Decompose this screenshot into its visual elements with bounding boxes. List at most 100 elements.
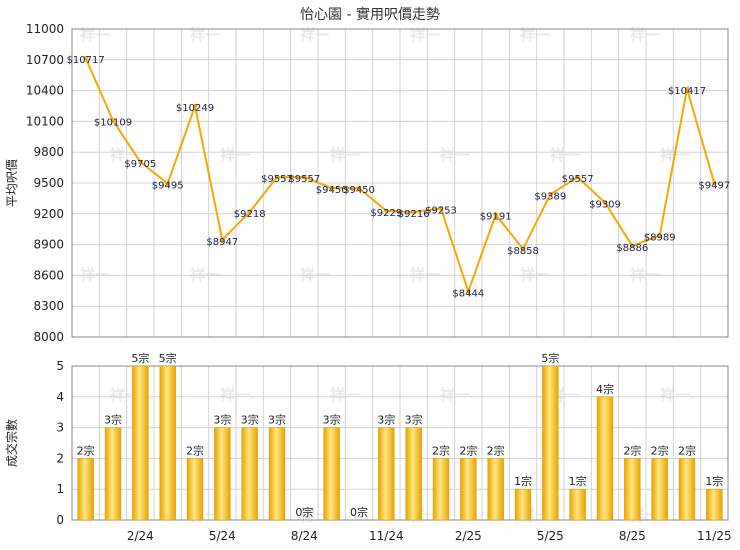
price-data-label: $9389 [534, 191, 566, 202]
count-bar-label: 2宗 [487, 443, 505, 457]
count-bar-label: 2宗 [77, 443, 95, 457]
count-bar [596, 396, 614, 521]
watermark-text: 祥一 [660, 386, 690, 404]
count-bar [487, 458, 504, 521]
count-bar [678, 458, 696, 521]
count-bar-label: 1宗 [569, 474, 587, 488]
count-bar [460, 458, 477, 521]
price-data-label: $9497 [698, 180, 730, 191]
count-bar-label: 2宗 [432, 443, 450, 457]
count-bar [651, 458, 668, 521]
count-bar-label: 3宗 [241, 413, 259, 427]
price-point [302, 174, 307, 180]
count-bar [186, 458, 204, 521]
price-data-label: $9309 [589, 200, 621, 211]
x-tick-label: 8/25 [619, 529, 646, 543]
count-y-tick-label: 1 [56, 482, 64, 496]
watermark-text: 祥一 [220, 386, 250, 404]
x-tick-label: 8/24 [291, 529, 318, 543]
x-tick-label: 5/24 [209, 529, 236, 543]
line-series: $10717 $10109 $9705 $9495 $10249 $8947 $9218 $9… [67, 55, 731, 299]
price-y-tick-label: 10700 [26, 53, 64, 67]
watermark-text: 祥一 [410, 26, 440, 44]
price-data-label: $10717 [67, 55, 105, 66]
watermark-text: 祥一 [190, 26, 220, 44]
price-data-label: $9557 [261, 174, 293, 185]
price-y-axis-label: 平均呎價 [5, 159, 19, 207]
x-tick-label: 11/24 [369, 529, 404, 543]
count-bar-label: 3宗 [104, 413, 122, 427]
watermark-text: 祥一 [300, 26, 330, 44]
count-bar-label: 1宗 [514, 474, 532, 488]
price-point [657, 233, 662, 238]
bar-series: 2宗 3宗 5宗 5宗 2宗 3宗 3宗 3宗 0宗 3宗 0宗 3宗 3宗 2宗 2宗 2宗 1宗 5宗 1宗 4宗… [77, 351, 723, 521]
price-y-tick-label: 11000 [26, 22, 64, 36]
watermark-text: 祥一 [520, 26, 550, 44]
price-y-tick-label: 8600 [33, 268, 64, 282]
count-bar [323, 427, 340, 521]
tick-labels: 8000830086008900920095009800101001040010… [26, 22, 732, 543]
price-data-label: $9191 [480, 212, 512, 223]
price-data-label: $9450 [343, 185, 375, 196]
price-y-tick-label: 8900 [33, 238, 64, 252]
price-point [548, 192, 553, 197]
count-bar [624, 458, 641, 521]
price-point [438, 206, 444, 211]
watermark-text: 祥一 [630, 26, 660, 44]
price-point [384, 208, 389, 214]
price-point [192, 103, 198, 109]
price-point [411, 209, 416, 215]
price-data-label: $9218 [234, 209, 266, 220]
axes [71, 28, 729, 521]
count-bar [268, 427, 286, 521]
count-bar-label: 2宗 [459, 443, 477, 457]
price-point [274, 174, 280, 180]
count-y-tick-label: 5 [56, 359, 64, 373]
price-point [329, 185, 334, 191]
count-bar-label: 2宗 [623, 443, 641, 457]
price-point [220, 237, 225, 242]
price-data-label: $9557 [288, 174, 320, 185]
price-point [466, 289, 471, 294]
price-data-label: $8858 [507, 246, 539, 257]
price-data-label: $9557 [562, 174, 594, 185]
price-y-tick-label: 9200 [33, 207, 64, 221]
price-data-label: $9216 [398, 209, 430, 220]
count-bar-label: 5宗 [541, 351, 559, 365]
price-data-label: $8947 [206, 237, 238, 248]
price-point [247, 209, 252, 215]
count-y-tick-label: 2 [56, 451, 64, 465]
count-bar-label: 3宗 [323, 413, 341, 427]
count-bar [378, 427, 395, 521]
price-data-label: $9253 [425, 205, 457, 216]
count-bar-label: 4宗 [596, 382, 614, 396]
price-point [712, 181, 717, 186]
count-bar [542, 365, 559, 521]
count-y-tick-label: 4 [56, 390, 64, 404]
price-plot-area [71, 28, 729, 338]
watermark-text: 祥一 [220, 146, 250, 164]
x-tick-label: 11/25 [697, 529, 732, 543]
price-data-label: $8886 [616, 243, 648, 254]
price-y-tick-label: 9800 [33, 145, 64, 159]
price-data-label: $8989 [644, 232, 676, 243]
watermark-text: 祥一 [550, 146, 580, 164]
x-tick-label: 2/25 [455, 529, 482, 543]
count-bar [159, 365, 176, 521]
count-plot-area [71, 365, 729, 521]
x-tick-label: 5/25 [537, 529, 564, 543]
count-bar-label: 3宗 [268, 413, 286, 427]
count-bar [77, 458, 94, 521]
count-bar-label: 3宗 [405, 413, 423, 427]
count-bar-label: 0宗 [295, 505, 313, 519]
count-y-axis-label: 成交宗數 [4, 419, 19, 467]
price-data-label: $10249 [176, 103, 214, 114]
price-point [493, 212, 498, 217]
price-data-label: $9705 [124, 159, 156, 170]
price-y-tick-label: 9500 [33, 176, 64, 190]
price-point [356, 185, 362, 191]
price-line [84, 57, 716, 295]
count-bar-label: 5宗 [131, 351, 149, 365]
count-y-tick-label: 3 [56, 421, 64, 435]
